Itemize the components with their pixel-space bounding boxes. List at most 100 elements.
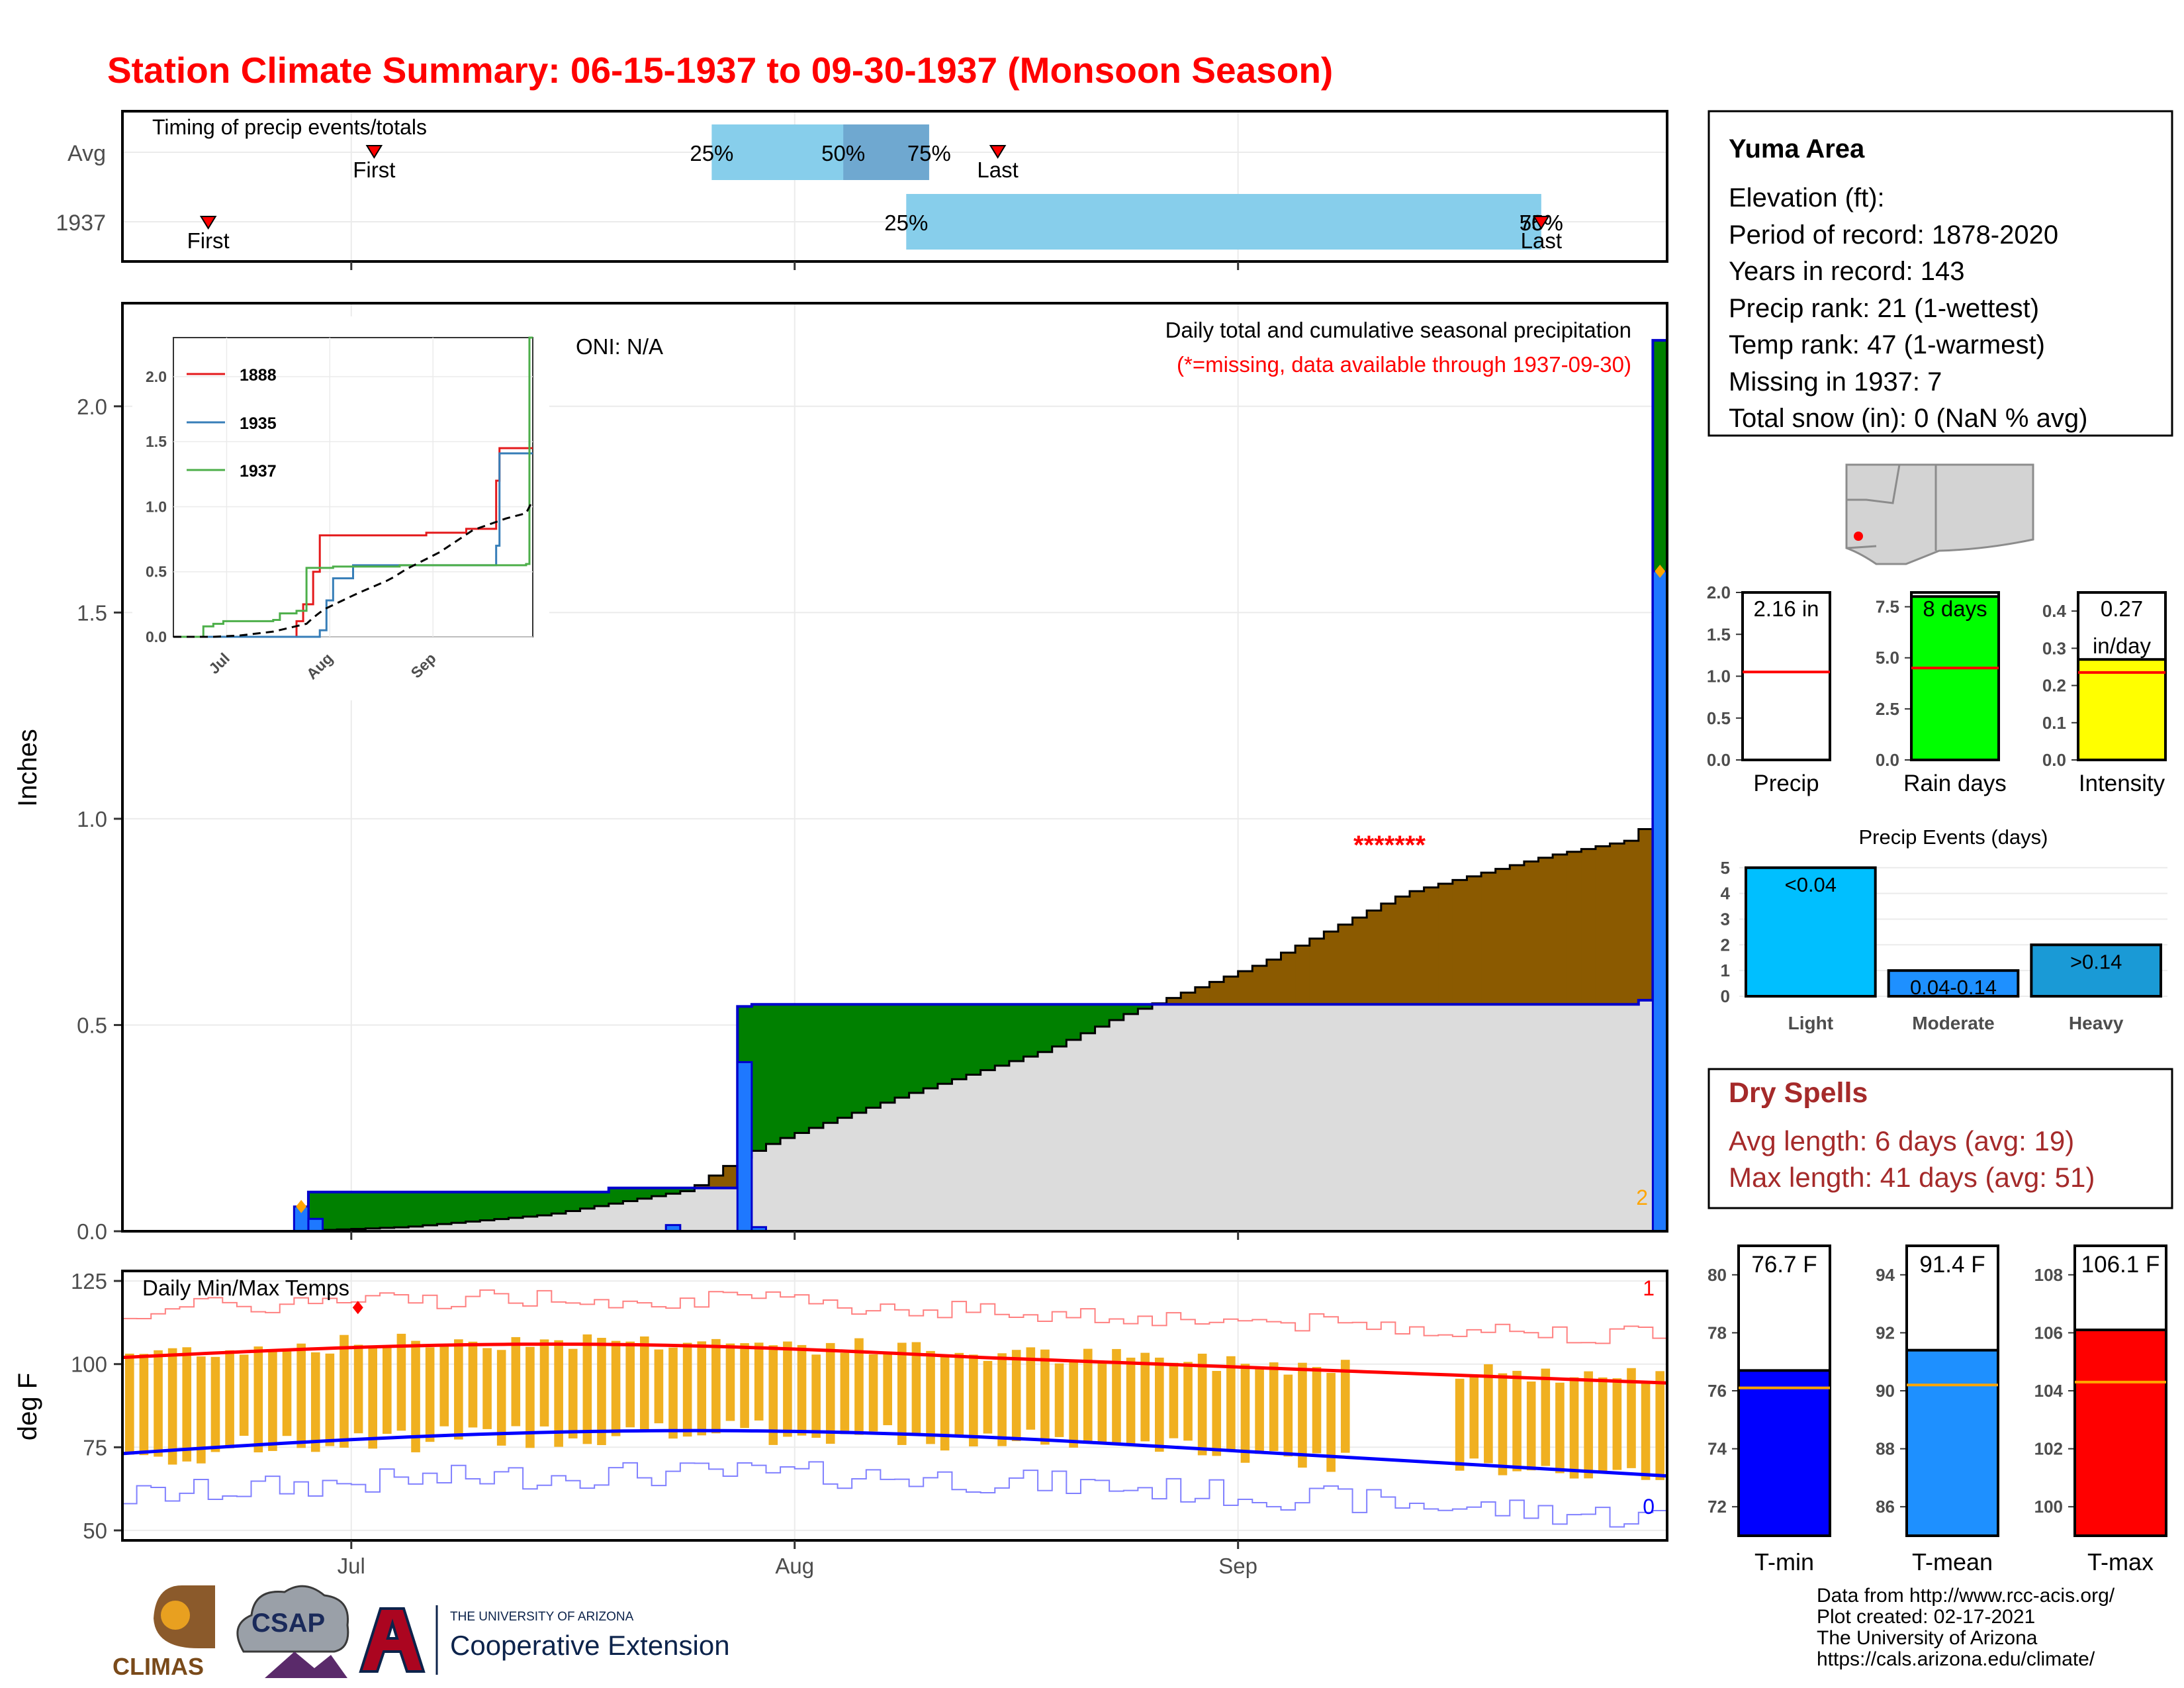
cumulative-base-area [709,1188,724,1231]
cumulative-base-area [1209,1004,1224,1231]
summary-bar-value: 8 days [1923,596,1987,621]
daily-temp-range-bar [682,1342,692,1437]
above-average-area [651,1188,666,1197]
below-average-area [1181,992,1196,1005]
inset-line-1937 [173,336,533,638]
dry-spells-box: Dry Spells Avg length: 6 days (avg: 19) … [1707,1068,2173,1209]
below-average-area [1553,854,1568,1005]
cumulative-base-area [394,1227,409,1231]
info-box: Yuma Area Elevation (ft): Period of reco… [1707,110,2173,437]
below-average-area [1524,861,1539,1005]
daily-temp-range-bar [825,1342,835,1444]
daily-temp-range-bar [496,1350,506,1446]
temp-panel: 50 75 100 125 deg F Daily Min/Max Temps 1 0… [13,261,1668,1578]
info-line-6: Missing in 1937: 7 [1729,367,1942,397]
below-average-area [1410,891,1425,1005]
above-average-area [523,1192,538,1217]
temp-bar-label: T-min [1754,1548,1814,1575]
summary-bar-tick-label: 0.0 [1876,750,1899,770]
cumulative-base-area [594,1205,610,1231]
temp-bar-tick-label: 74 [1707,1439,1727,1459]
cumulative-base-area [666,1194,681,1231]
daily-max-marker [1655,565,1666,579]
daily-temp-range-bar [1584,1371,1593,1479]
daily-temp-range-bar [740,1343,749,1429]
above-average-area [952,1004,967,1080]
temp-bar-tick-label: 86 [1876,1497,1895,1517]
daily-temp-range-bar [454,1339,463,1440]
cumulative-base-area [1281,1004,1296,1231]
precip-ylabel: Inches [13,729,42,807]
daily-temp-range-bar [1312,1367,1322,1454]
above-average-area [966,1004,981,1075]
daily-temp-range-bar [1469,1375,1479,1459]
temp-bar-value: 91.4 F [1919,1252,1985,1278]
above-average-area [1023,1004,1038,1057]
above-average-area [394,1192,409,1228]
month-tick-label: Jul [338,1554,365,1578]
above-average-area [1080,1004,1096,1033]
page-title: Station Climate Summary: 06-15-1937 to 0… [107,50,1333,91]
above-average-area [537,1192,552,1216]
daily-temp-range-bar [1598,1377,1608,1474]
avg-last-marker [989,145,1007,159]
inset-y-tick-label: 0.5 [146,563,167,581]
timing-frame [121,110,1668,263]
daily-temp-range-bar [711,1338,721,1434]
credit-line-3: The University of Arizona [1817,1627,2038,1649]
above-average-area [637,1188,653,1199]
daily-temp-range-bar [439,1346,449,1427]
precip-y-tick-label: 1.0 [77,807,107,831]
cumulative-base-area [1395,1004,1410,1231]
cumulative-base-area [651,1196,666,1231]
cumulative-base-area [365,1228,381,1231]
cumulative-base-area [823,1123,839,1231]
daily-temp-range-bar [640,1336,649,1430]
daily-temp-range-bar [883,1352,892,1425]
above-average-area [751,1004,767,1151]
info-line-1: Elevation (ft): [1729,183,1885,212]
cumulative-base-area [1195,1004,1210,1231]
cumulative-base-area [952,1079,967,1231]
summary-bar-label: Precip [1753,771,1819,796]
summary-bar-value-unit: in/day [2093,633,2152,658]
inset-frame [173,337,533,637]
above-average-area [666,1188,681,1194]
below-average-area [1510,865,1525,1005]
average-cumulative-line [122,807,1667,1233]
cumulative-base-area [1109,1019,1124,1231]
season-summary-bars: 0.0 0.5 1.0 1.5 2.0 2.16 in Precip 0.0 2.5 5.0 7.5… [1707,583,2167,796]
summary-bar-tick-label: 1.0 [1707,667,1731,686]
summary-bar-tick-label: 2.0 [1707,583,1731,602]
record-min-line [122,1461,1667,1528]
temp-y-tick-label: 125 [71,1269,107,1293]
temp-y-ticks: 50 75 100 125 [71,1269,122,1543]
daily-temp-range-bar [840,1352,850,1434]
daily-temp-range-bar [1040,1349,1050,1445]
daily-temp-range-bar [1326,1372,1336,1472]
cumulative-base-area [523,1216,538,1231]
info-line-7: Total snow (in): 0 (NaN % avg) [1729,404,2087,433]
average-max-line [122,1342,1668,1385]
above-average-area [594,1192,610,1206]
climas-logo-text: CLIMAS [113,1653,204,1680]
below-average-area [1238,971,1253,1005]
daily-temp-range-bar [282,1351,292,1436]
temp-bar-tick-label: 100 [2034,1497,2063,1517]
avg-p25-label: 25% [690,141,733,165]
daily-precip-bar [1651,570,1668,1233]
cumulative-base-area [766,1144,781,1231]
cumulative-base-area [909,1092,924,1231]
missing-note: (*=missing, data available through 1937-… [1177,352,1631,377]
summary-bar-tick-label: 5.0 [1876,648,1899,668]
below-average-area [1381,903,1396,1005]
daily-temp-range-bar [468,1341,478,1428]
below-average-area [1452,880,1468,1005]
daily-temp-range-bar [353,1344,363,1434]
temp-bar-tick-label: 72 [1707,1497,1727,1517]
cumulative-base-area [880,1102,895,1231]
below-average-area [1295,945,1310,1005]
daily-temp-range-bar [697,1341,707,1436]
above-average-area [351,1192,366,1229]
cumulative-base-area [1038,1052,1053,1231]
